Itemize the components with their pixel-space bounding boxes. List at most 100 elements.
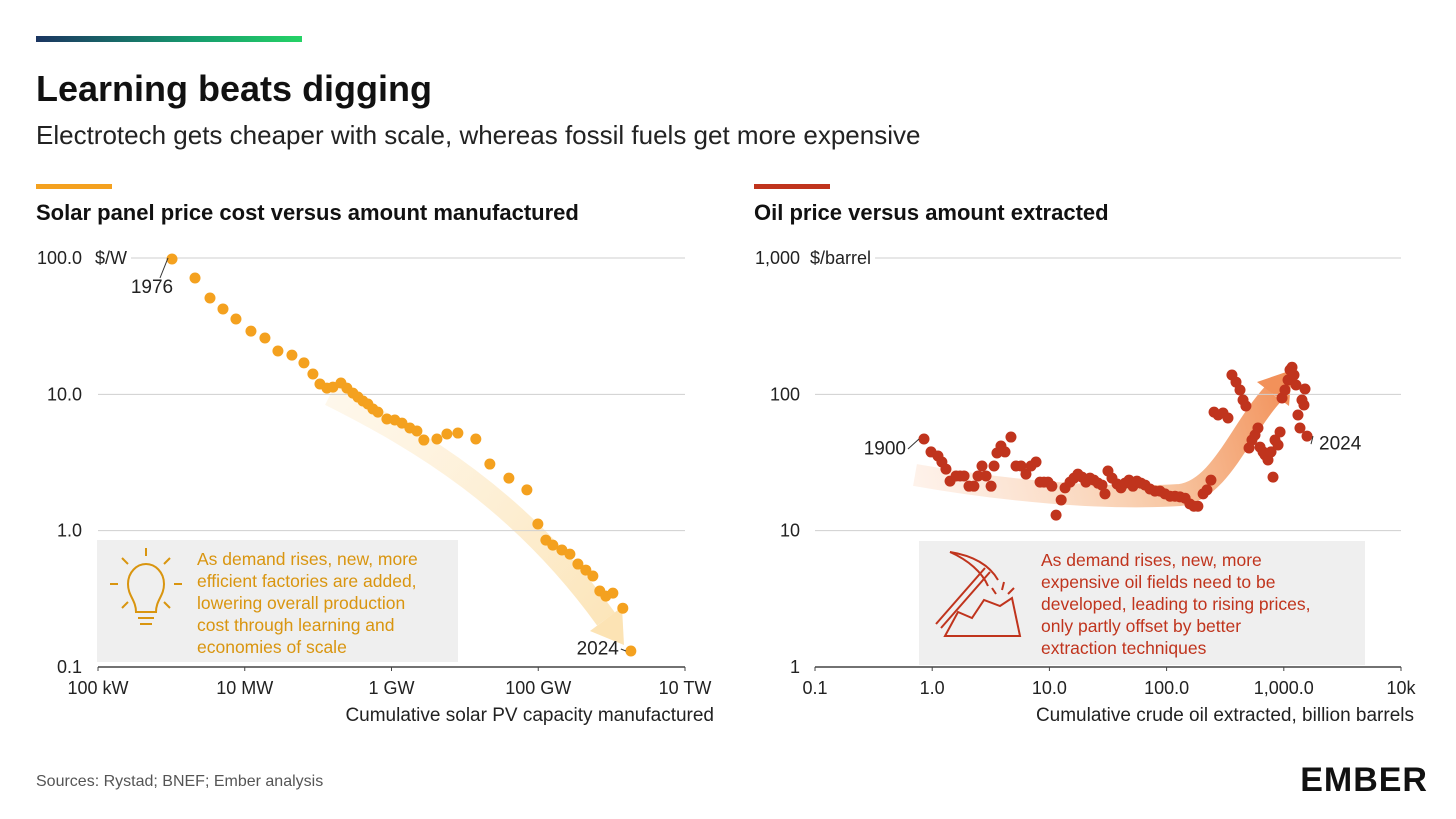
- data-point: [1055, 494, 1067, 506]
- source-note: Sources: Rystad; BNEF; Ember analysis: [36, 773, 323, 790]
- data-point: [999, 446, 1011, 458]
- y-tick-label: 0.1: [57, 657, 82, 677]
- annotation: 1976: [131, 277, 173, 298]
- pickaxe-icon: [935, 551, 1022, 637]
- data-point: [1279, 384, 1291, 396]
- chart-title: Oil price versus amount extracted: [754, 200, 1109, 225]
- data-point: [1201, 484, 1213, 496]
- data-point: [1290, 379, 1302, 391]
- data-point: [396, 417, 408, 429]
- accent-bar: [36, 184, 112, 189]
- data-point: [1267, 471, 1279, 483]
- note-text: developed, leading to rising prices,: [1041, 594, 1310, 614]
- note-text: efficient factories are added,: [197, 571, 417, 591]
- data-point: [1005, 431, 1017, 443]
- data-point: [286, 349, 298, 361]
- data-point: [918, 433, 930, 445]
- data-point: [625, 645, 637, 657]
- x-tick-label: 10 TW: [659, 678, 712, 698]
- data-point: [1234, 384, 1246, 396]
- annotation-leader: [159, 257, 169, 279]
- header-bar: [36, 36, 302, 42]
- data-point: [431, 433, 443, 445]
- y-tick-label: 1.0: [57, 521, 82, 541]
- annotation: 2024: [577, 639, 620, 660]
- data-point: [1292, 409, 1304, 421]
- data-point: [372, 406, 384, 418]
- data-point: [607, 587, 619, 599]
- data-point: [564, 548, 576, 560]
- annotation: 2024: [1319, 434, 1362, 455]
- data-point: [1272, 439, 1284, 451]
- data-point: [1240, 400, 1252, 412]
- data-point: [441, 428, 453, 440]
- y-tick-label: 100: [770, 384, 800, 404]
- data-point: [470, 433, 482, 445]
- y-tick-label: 10.0: [47, 384, 82, 404]
- lightbulb-icon: [110, 548, 182, 625]
- data-point: [980, 470, 992, 482]
- annotation-leader: [907, 438, 920, 450]
- x-tick-label: 1.0: [920, 678, 945, 698]
- data-point: [1288, 369, 1300, 381]
- x-tick-label: 10.0: [1032, 678, 1067, 698]
- data-point: [1020, 468, 1032, 480]
- y-tick-label: 1: [790, 657, 800, 677]
- data-point: [958, 470, 970, 482]
- y-unit-label: $/W: [95, 248, 127, 268]
- data-point: [940, 463, 952, 475]
- note-text: cost through learning and: [197, 615, 395, 635]
- data-point: [484, 458, 496, 470]
- data-point: [503, 472, 515, 484]
- data-point: [976, 460, 988, 472]
- data-point: [298, 357, 310, 369]
- x-axis-title: Cumulative solar PV capacity manufacture…: [345, 705, 714, 726]
- data-point: [547, 539, 559, 551]
- logo: EMBER: [1300, 761, 1428, 799]
- data-point: [1099, 488, 1111, 500]
- data-point: [617, 602, 629, 614]
- chart-title: Solar panel price cost versus amount man…: [36, 200, 579, 225]
- data-point: [418, 434, 430, 446]
- note-text: extraction techniques: [1041, 638, 1207, 658]
- data-point: [1298, 399, 1310, 411]
- x-tick-label: 0.1: [802, 678, 827, 698]
- data-point: [1205, 474, 1217, 486]
- annotation-leader: [620, 648, 627, 652]
- data-point: [1274, 426, 1286, 438]
- data-point: [189, 272, 201, 284]
- data-point: [985, 480, 997, 492]
- data-point: [1015, 460, 1027, 472]
- data-point: [452, 427, 464, 439]
- data-point: [587, 570, 599, 582]
- x-tick-label: 1,000.0: [1254, 678, 1314, 698]
- note-text: As demand rises, new, more: [197, 549, 418, 569]
- page-subtitle: Electrotech gets cheaper with scale, whe…: [36, 120, 920, 150]
- data-point: [1294, 422, 1306, 434]
- data-point: [572, 558, 584, 570]
- note-box: [97, 540, 458, 662]
- x-tick-label: 100.0: [1144, 678, 1189, 698]
- data-point: [1030, 456, 1042, 468]
- x-axis-title: Cumulative crude oil extracted, billion …: [1036, 705, 1414, 726]
- data-point: [230, 313, 242, 325]
- data-point: [972, 470, 984, 482]
- data-point: [245, 325, 257, 337]
- page-title: Learning beats digging: [36, 68, 432, 109]
- data-point: [259, 332, 271, 344]
- note-text: As demand rises, new, more: [1041, 550, 1262, 570]
- x-tick-label: 10k: [1386, 678, 1416, 698]
- data-point: [532, 518, 544, 530]
- y-tick-label: 100.0: [37, 248, 82, 268]
- data-point: [272, 345, 284, 357]
- data-point: [1192, 500, 1204, 512]
- data-point: [1299, 383, 1311, 395]
- data-point: [1252, 422, 1264, 434]
- x-tick-label: 100 GW: [505, 678, 571, 698]
- annotation: 1900: [864, 439, 906, 460]
- note-text: only partly offset by better: [1041, 616, 1241, 636]
- data-point: [1301, 430, 1313, 442]
- data-point: [521, 484, 533, 496]
